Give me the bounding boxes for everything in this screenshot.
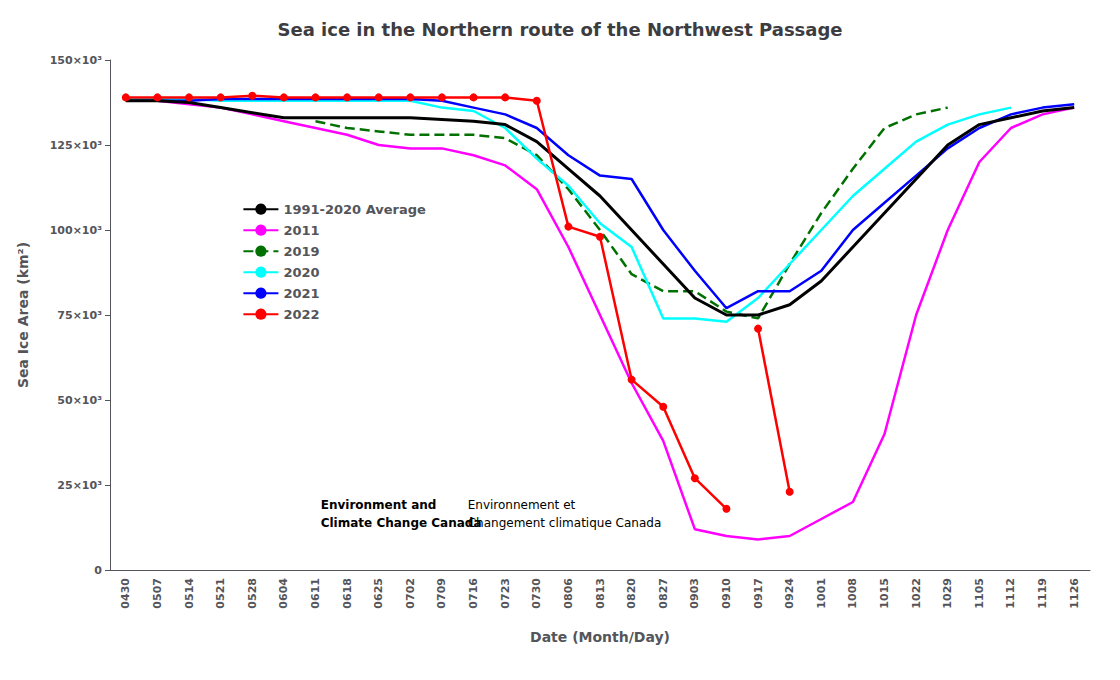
svg-text:150×10³: 150×10³ [50, 54, 102, 67]
svg-text:0813: 0813 [594, 578, 607, 609]
svg-text:0514: 0514 [183, 578, 196, 609]
svg-text:0625: 0625 [372, 578, 385, 609]
svg-text:0910: 0910 [720, 578, 733, 609]
svg-text:0: 0 [94, 564, 102, 577]
svg-text:2020: 2020 [283, 265, 319, 280]
svg-text:Environnement et: Environnement et [468, 498, 576, 512]
svg-text:0716: 0716 [467, 578, 480, 609]
svg-text:2019: 2019 [283, 244, 319, 259]
svg-text:0827: 0827 [657, 578, 670, 609]
svg-text:0723: 0723 [499, 578, 512, 609]
svg-text:100×10³: 100×10³ [50, 224, 102, 237]
svg-text:0618: 0618 [341, 578, 354, 609]
svg-text:Environment and: Environment and [321, 498, 437, 512]
svg-text:0903: 0903 [688, 578, 701, 609]
svg-text:1119: 1119 [1036, 578, 1049, 609]
svg-text:50×10³: 50×10³ [57, 394, 102, 407]
svg-text:0604: 0604 [277, 578, 290, 609]
svg-text:0820: 0820 [625, 578, 638, 609]
svg-text:2021: 2021 [283, 286, 319, 301]
svg-text:1022: 1022 [910, 578, 923, 609]
svg-text:0924: 0924 [783, 578, 796, 609]
svg-text:2011: 2011 [283, 223, 319, 238]
svg-text:0730: 0730 [530, 578, 543, 609]
svg-text:75×10³: 75×10³ [57, 309, 102, 322]
svg-text:0430: 0430 [119, 578, 132, 609]
svg-text:1029: 1029 [941, 578, 954, 609]
svg-text:2022: 2022 [283, 307, 319, 322]
svg-text:Date (Month/Day): Date (Month/Day) [530, 629, 670, 645]
svg-text:25×10³: 25×10³ [57, 479, 102, 492]
svg-text:0611: 0611 [309, 578, 322, 609]
svg-text:0528: 0528 [246, 578, 259, 609]
svg-text:Changement climatique Canada: Changement climatique Canada [468, 516, 662, 530]
svg-text:1991-2020 Average: 1991-2020 Average [283, 202, 426, 217]
svg-text:125×10³: 125×10³ [50, 139, 102, 152]
svg-text:0709: 0709 [435, 578, 448, 609]
svg-text:0521: 0521 [214, 578, 227, 609]
svg-text:1105: 1105 [973, 578, 986, 609]
svg-text:Climate Change Canada: Climate Change Canada [321, 516, 482, 530]
svg-text:1001: 1001 [815, 578, 828, 609]
svg-text:0917: 0917 [752, 578, 765, 609]
svg-text:1112: 1112 [1004, 578, 1017, 609]
svg-text:1126: 1126 [1068, 578, 1081, 609]
svg-text:0507: 0507 [151, 578, 164, 609]
svg-text:0702: 0702 [404, 578, 417, 609]
svg-text:1008: 1008 [846, 578, 859, 609]
svg-text:0806: 0806 [562, 578, 575, 609]
svg-text:Sea ice in the Northern route: Sea ice in the Northern route of the Nor… [277, 19, 842, 40]
svg-text:1015: 1015 [878, 578, 891, 609]
svg-text:Sea Ice Area (km²): Sea Ice Area (km²) [15, 242, 31, 388]
